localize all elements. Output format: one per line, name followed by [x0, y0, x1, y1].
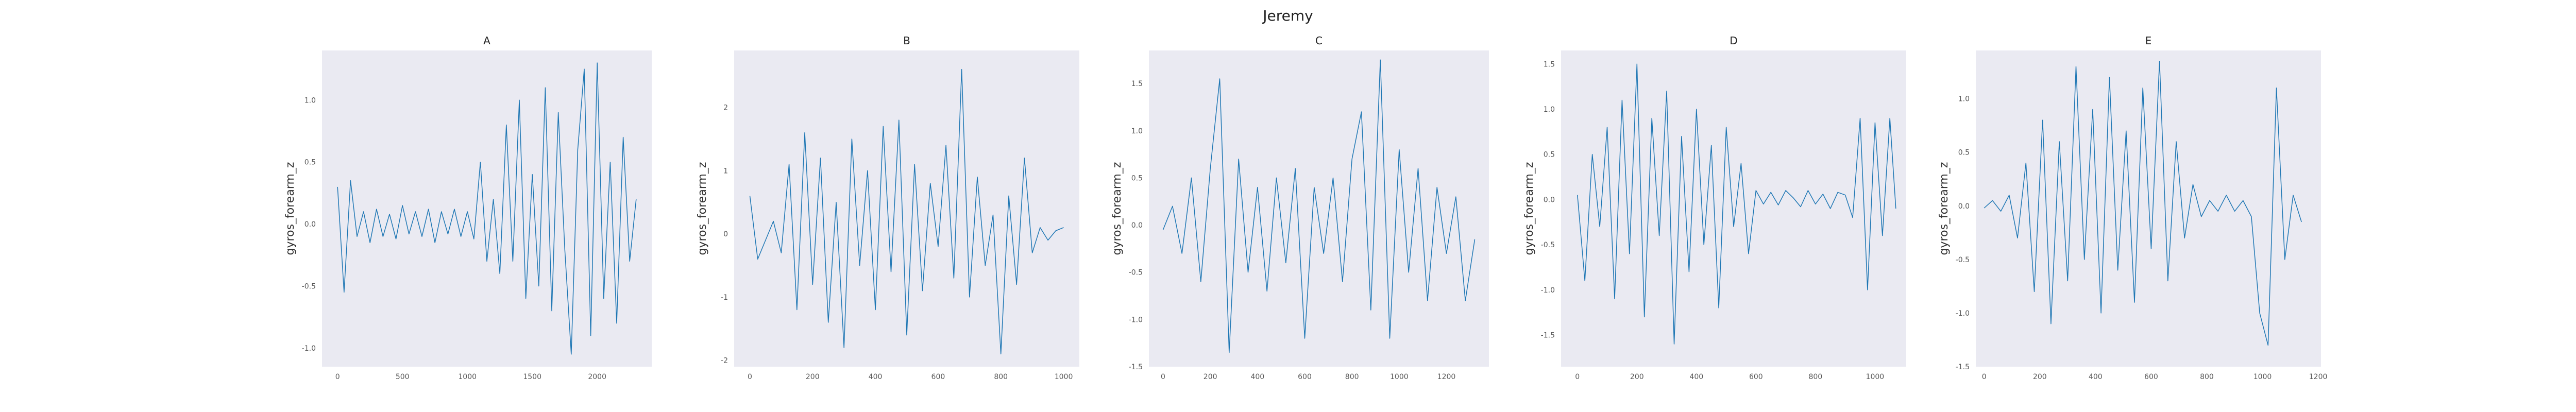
x-tick-label: 1000	[1055, 373, 1073, 381]
y-tick-label: 1.0	[1958, 95, 1970, 104]
x-tick-label: 0	[335, 373, 340, 381]
x-tick-label: 600	[1749, 373, 1763, 381]
y-tick-label: -0.5	[1129, 269, 1143, 277]
x-tick-label: 0	[1575, 373, 1580, 381]
series-line-5	[1984, 61, 2302, 346]
x-tick-label: 600	[931, 373, 945, 381]
y-tick-label: 1.0	[1131, 127, 1143, 135]
x-tick-label: 400	[1250, 373, 1264, 381]
y-tick-label: 0.5	[1131, 174, 1143, 182]
y-tick-label: 1.0	[1544, 106, 1555, 114]
y-tick-label: -0.5	[1541, 241, 1555, 249]
y-tick-label: -1.0	[1956, 310, 1970, 318]
x-tick-label: 400	[869, 373, 883, 381]
y-tick-label: 0.5	[1544, 151, 1555, 159]
y-tick-label: -1.0	[1541, 286, 1555, 295]
panel-title-2: B	[903, 35, 910, 47]
y-tick-label: 0.0	[1958, 202, 1970, 211]
figure-title: Jeremy	[1263, 7, 1313, 24]
plot-area-1	[322, 50, 652, 367]
y-axis-label-1: gyros_forearm_z	[284, 162, 297, 255]
y-tick-label: 0.5	[1958, 149, 1970, 157]
y-tick-label: 1.5	[1131, 80, 1143, 88]
y-axis-label-5: gyros_forearm_z	[1938, 162, 1951, 255]
plot-area-2	[734, 50, 1079, 367]
panel-title-5: E	[2145, 35, 2152, 47]
y-axis-label-3: gyros_forearm_z	[1111, 162, 1124, 255]
y-tick-label: -1.5	[1129, 363, 1143, 371]
x-tick-label: 0	[748, 373, 752, 381]
x-tick-label: 600	[2144, 373, 2158, 381]
x-tick-label: 0	[1982, 373, 1987, 381]
y-axis-label-4: gyros_forearm_z	[1523, 162, 1536, 255]
plot-area-5	[1976, 50, 2321, 367]
y-tick-label: -1.0	[302, 345, 316, 353]
x-tick-label: 200	[1630, 373, 1644, 381]
x-tick-label: 0	[1161, 373, 1165, 381]
x-tick-label: 200	[2033, 373, 2047, 381]
plot-area-3	[1149, 50, 1489, 367]
series-line-1	[337, 62, 637, 355]
x-tick-label: 1000	[1390, 373, 1409, 381]
x-tick-label: 200	[1204, 373, 1217, 381]
series-line-2	[749, 69, 1064, 355]
plot-area-4	[1561, 50, 1906, 367]
y-tick-label: -2	[721, 357, 728, 365]
y-tick-label: 1	[723, 167, 728, 175]
x-tick-label: 500	[396, 373, 410, 381]
x-tick-label: 1200	[1437, 373, 1456, 381]
x-tick-label: 200	[806, 373, 820, 381]
y-axis-label-2: gyros_forearm_z	[696, 162, 709, 255]
x-tick-label: 1200	[2309, 373, 2328, 381]
panel-title-4: D	[1730, 35, 1737, 47]
y-tick-label: 0.0	[304, 220, 316, 229]
x-tick-label: 600	[1298, 373, 1312, 381]
series-line-4	[1577, 63, 1896, 345]
x-tick-label: 1000	[458, 373, 477, 381]
y-tick-label: -0.5	[302, 282, 316, 290]
x-tick-label: 2000	[588, 373, 606, 381]
x-tick-label: 400	[1689, 373, 1703, 381]
y-tick-label: -0.5	[1956, 256, 1970, 264]
panel-title-3: C	[1315, 35, 1323, 47]
y-tick-label: 0.5	[304, 159, 316, 167]
x-tick-label: 800	[994, 373, 1008, 381]
y-tick-label: -1.5	[1541, 332, 1555, 340]
x-tick-label: 1000	[1866, 373, 1885, 381]
y-tick-label: 0.0	[1544, 196, 1555, 204]
x-tick-label: 800	[1345, 373, 1359, 381]
y-tick-label: 1.0	[304, 96, 316, 105]
x-tick-label: 1000	[2253, 373, 2272, 381]
x-tick-label: 400	[2089, 373, 2103, 381]
y-tick-label: 1.5	[1544, 60, 1555, 68]
y-tick-label: 2	[723, 104, 728, 112]
y-tick-label: 0.0	[1131, 221, 1143, 230]
x-tick-label: 800	[1808, 373, 1822, 381]
series-line-3	[1162, 59, 1476, 353]
y-tick-label: 0	[723, 230, 728, 238]
y-tick-label: -1	[721, 294, 728, 302]
panel-title-1: A	[483, 35, 490, 47]
y-tick-label: -1.5	[1956, 363, 1970, 371]
x-tick-label: 800	[2200, 373, 2214, 381]
x-tick-label: 1500	[523, 373, 541, 381]
y-tick-label: -1.0	[1129, 316, 1143, 324]
